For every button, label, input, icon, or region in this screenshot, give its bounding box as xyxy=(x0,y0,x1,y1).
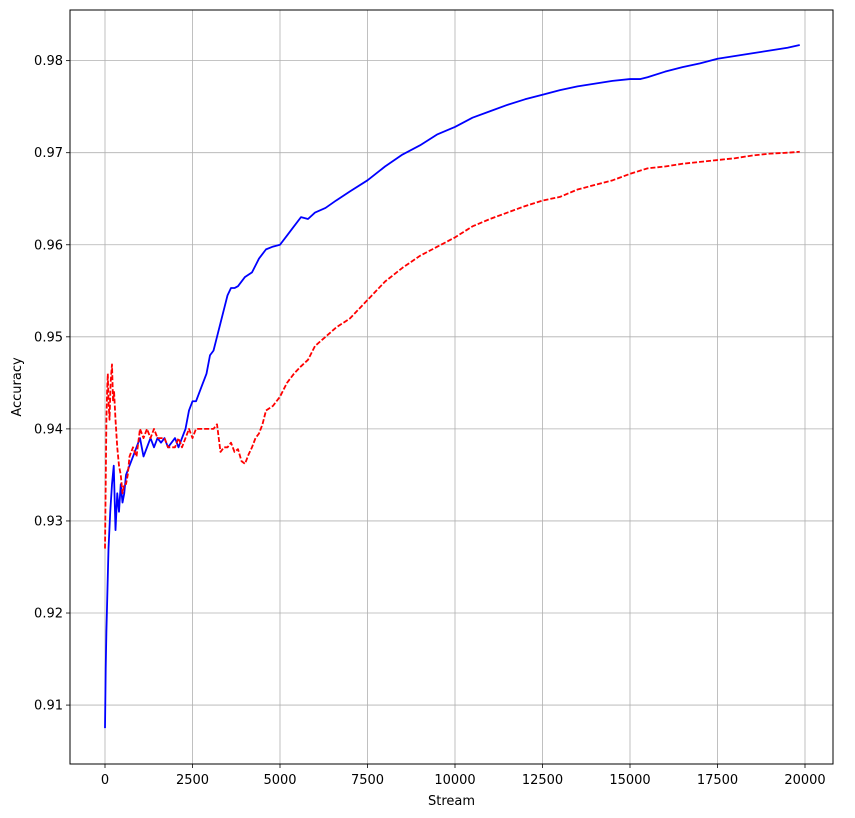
x-tick-label: 20000 xyxy=(784,773,825,788)
x-tick-label: 12500 xyxy=(522,773,563,788)
y-tick-label: 0.91 xyxy=(34,699,63,714)
y-tick-label: 0.96 xyxy=(34,238,63,253)
grid-lines xyxy=(70,10,833,764)
x-tick-label: 2500 xyxy=(176,773,209,788)
y-tick-label: 0.97 xyxy=(34,146,63,161)
x-tick-label: 5000 xyxy=(263,773,296,788)
x-axis-label: Stream xyxy=(428,794,475,809)
y-axis-label: Accuracy xyxy=(10,357,25,417)
x-axis-ticks: 0 2500 5000 7500 10000 12500 15000 17500 20000 xyxy=(101,764,826,788)
y-tick-label: 0.93 xyxy=(34,514,63,529)
y-tick-label: 0.98 xyxy=(34,54,63,69)
x-tick-label: 15000 xyxy=(609,773,650,788)
series-line-2 xyxy=(104,150,800,549)
x-tick-label: 7500 xyxy=(351,773,384,788)
series-layer xyxy=(104,44,800,729)
y-axis-ticks: 0.91 0.92 0.93 0.94 0.95 0.96 0.97 0.98 xyxy=(34,54,70,714)
y-tick-label: 0.92 xyxy=(34,607,63,622)
plot-frame xyxy=(69,9,834,765)
y-tick-label: 0.95 xyxy=(34,330,63,345)
y-tick-label: 0.94 xyxy=(34,422,63,437)
plot-background xyxy=(70,10,833,764)
series-line-1 xyxy=(104,44,800,729)
x-tick-label: 17500 xyxy=(697,773,738,788)
x-tick-label: 10000 xyxy=(434,773,475,788)
x-tick-label: 0 xyxy=(101,773,109,788)
